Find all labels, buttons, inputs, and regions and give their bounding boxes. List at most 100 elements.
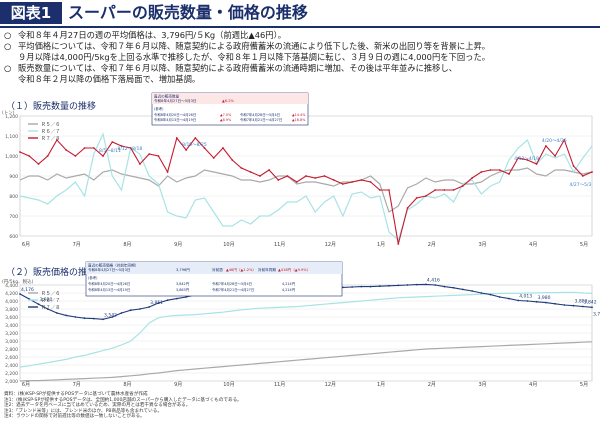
y-tick-label: 2,600 xyxy=(5,355,18,361)
data-point xyxy=(56,312,58,314)
note-line: 平均価格については、令和７年６月以降、随意契約による政府備蓄米の流通により低下し… xyxy=(18,41,491,51)
info-text: 令和8年4月20日～4月26日 xyxy=(88,281,130,286)
data-point xyxy=(102,318,104,321)
info-value: ▲14.4% xyxy=(292,113,306,117)
note-line: 販売数量については、令和７年６月以降、随意契約による政府備蓄米の流通時期に増加、… xyxy=(18,63,458,73)
series-line-1 xyxy=(19,341,593,382)
data-point xyxy=(434,284,437,286)
info-text: 令和7年4月28日～5月4日 xyxy=(212,281,252,286)
data-point xyxy=(240,167,243,169)
x-tick-label: 10月 xyxy=(223,382,234,388)
y-axis-label: (円/5kg、税込) xyxy=(2,278,34,285)
data-point xyxy=(498,296,501,298)
data-point xyxy=(175,137,178,139)
data-point xyxy=(74,316,77,318)
data-point xyxy=(148,306,151,308)
data-point xyxy=(581,305,584,308)
volume-info-header xyxy=(152,93,308,104)
data-point xyxy=(591,306,593,309)
legend-label: Ｒ７／８ xyxy=(41,305,60,311)
data-point xyxy=(157,155,160,157)
data-point xyxy=(489,169,492,171)
data-point xyxy=(554,155,556,157)
y-tick-label: 1,100 xyxy=(5,134,18,140)
data-point xyxy=(268,169,270,171)
data-point xyxy=(369,285,372,288)
y-tick-label: 3,000 xyxy=(5,339,18,345)
data-point xyxy=(443,285,446,288)
info-value: ▲16.8% xyxy=(292,118,306,122)
data-point xyxy=(37,303,40,306)
legend-label: Ｒ６／７ xyxy=(41,129,60,135)
series-line-1 xyxy=(19,167,593,213)
page-title: スーパーの販売数量・価格の推移 xyxy=(68,3,308,22)
y-tick-label: 900 xyxy=(9,174,18,180)
info-text: 対前年同期 xyxy=(258,267,276,272)
data-point xyxy=(563,139,566,141)
data-point xyxy=(489,293,492,296)
data-point xyxy=(508,297,510,300)
data-point xyxy=(342,286,344,289)
data-point xyxy=(65,314,67,317)
data-point xyxy=(28,155,31,157)
data-point xyxy=(452,189,455,191)
data-point xyxy=(37,163,40,165)
section-title-volume: （１）販売数量の推移 xyxy=(6,102,97,112)
data-point xyxy=(471,177,473,179)
data-point xyxy=(591,171,593,173)
data-point xyxy=(65,149,67,151)
legend-label: Ｒ７／８ xyxy=(41,136,60,142)
data-point xyxy=(415,283,418,286)
info-text: 直近の販売価格（対前年同期） xyxy=(88,263,138,268)
y-tick-label: 3,200 xyxy=(5,331,18,337)
legend-label: Ｒ５／６ xyxy=(41,291,60,297)
data-point xyxy=(166,299,169,302)
price-info-header xyxy=(86,262,342,274)
x-tick-label: 1月 xyxy=(377,382,385,388)
footnotes: 資料：(株)KSP-SPが提供するPOSデータに基づいて農林水産省が作成 注1：… xyxy=(4,392,594,420)
data-point xyxy=(19,293,21,295)
annotation-label: 4/20～4/26 xyxy=(542,138,567,144)
data-point xyxy=(166,171,169,173)
data-label: 4,416 xyxy=(427,277,440,283)
data-point xyxy=(120,312,123,314)
note-line: ９月以降は4,000円/5kgを上回る水準で推移したが、令和８年１月以降下落基調… xyxy=(18,52,491,62)
x-tick-label: 7月 xyxy=(73,242,81,248)
data-point xyxy=(434,189,437,191)
info-text: 令和8年4月13日～4月19日 xyxy=(88,287,130,292)
data-point xyxy=(415,197,418,199)
info-text: 直近の販売数量 xyxy=(154,94,180,99)
data-point xyxy=(581,175,584,177)
x-tick-label: 4月 xyxy=(529,242,537,248)
data-point xyxy=(378,189,381,191)
data-point xyxy=(461,185,464,187)
x-tick-label: 8月 xyxy=(123,382,131,388)
y-tick-label: 2,000 xyxy=(5,379,18,385)
data-point xyxy=(388,189,390,191)
footnote: 注1：(株)KSP-SPが提供するPOSデータは、全国約1,000店舗のスーパー… xyxy=(4,397,242,403)
data-label: 3,980 xyxy=(538,295,551,301)
y-tick-label: 2,800 xyxy=(5,347,18,353)
x-tick-label: 5月 xyxy=(580,382,588,388)
info-text: 令和8年4月27日～5月3日 xyxy=(88,267,130,272)
data-point xyxy=(480,292,483,294)
data-point xyxy=(102,155,104,157)
data-label: 3,920 xyxy=(39,297,52,303)
data-point xyxy=(332,179,335,181)
data-point xyxy=(452,286,455,289)
info-value: ▲8.9% xyxy=(220,118,232,122)
data-point xyxy=(129,309,132,312)
data-point xyxy=(139,308,141,310)
page-header: 図表1 スーパーの販売数量・価格の推移 xyxy=(0,0,600,28)
data-point xyxy=(46,155,49,157)
data-point xyxy=(517,157,520,159)
info-value: 4,214円 xyxy=(282,288,296,292)
legend-label: Ｒ５／６ xyxy=(41,122,60,128)
x-tick-label: 9月 xyxy=(174,382,182,388)
data-point xyxy=(129,147,132,149)
y-tick-label: 4,200 xyxy=(5,291,18,297)
data-point xyxy=(249,171,252,173)
y-tick-label: 3,400 xyxy=(5,323,18,329)
data-point xyxy=(74,155,77,157)
